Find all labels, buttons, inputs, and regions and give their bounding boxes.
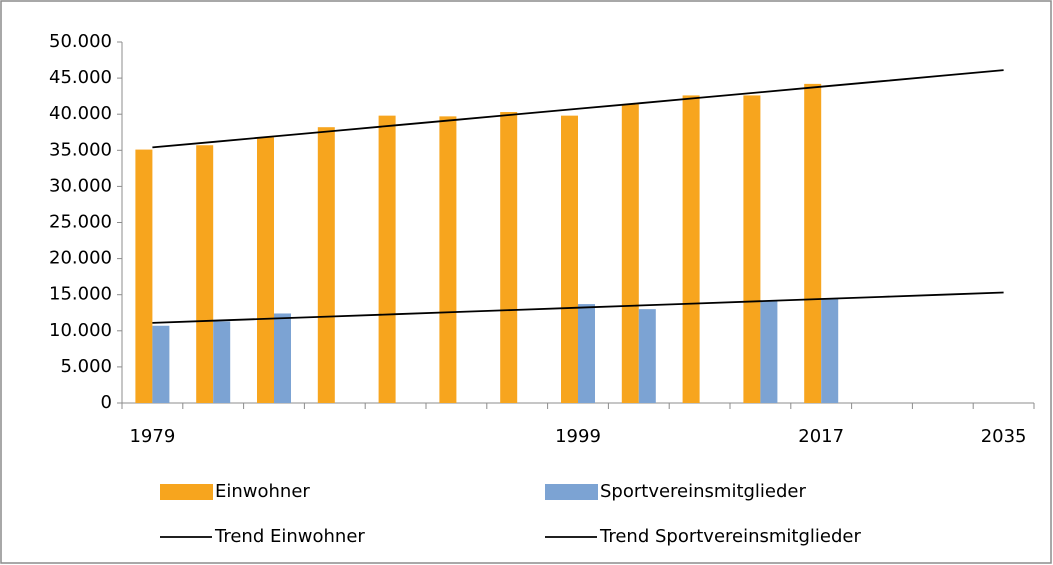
x-tick-label: 1999 — [555, 426, 601, 447]
bar — [378, 115, 396, 404]
y-tick-label: 0 — [101, 392, 112, 413]
bar — [274, 313, 291, 403]
y-tick-label: 45.000 — [49, 67, 112, 88]
bar — [135, 149, 153, 403]
legend-label: Einwohner — [215, 481, 310, 502]
bar — [317, 127, 335, 404]
x-tick-label: 2035 — [981, 426, 1027, 447]
bar — [804, 83, 822, 403]
bar — [578, 304, 595, 403]
y-tick-label: 30.000 — [49, 175, 112, 196]
bar — [152, 325, 170, 403]
bar — [682, 95, 700, 403]
bar — [196, 145, 214, 403]
y-tick-label: 40.000 — [49, 103, 112, 124]
y-tick-label: 50.000 — [49, 31, 112, 52]
bar — [561, 115, 578, 404]
y-tick-label: 5.000 — [60, 356, 112, 377]
x-tick-label: 1979 — [129, 426, 175, 447]
bar — [760, 300, 778, 403]
x-tick-label: 2017 — [798, 426, 844, 447]
bar — [439, 116, 457, 403]
bar — [821, 298, 839, 403]
legend-label: Trend Sportvereinsmitglieder — [599, 526, 861, 547]
y-tick-label: 25.000 — [49, 212, 112, 233]
bar — [621, 104, 639, 403]
bar — [743, 95, 761, 403]
y-tick-label: 10.000 — [49, 320, 112, 341]
bar — [500, 112, 518, 403]
y-tick-label: 20.000 — [49, 248, 112, 269]
bar — [213, 321, 231, 403]
trend-line — [152, 291, 1004, 324]
legend-label: Trend Einwohner — [214, 526, 365, 547]
legend-label: Sportvereinsmitglieder — [600, 481, 807, 502]
legend-swatch — [545, 484, 598, 500]
bar — [638, 309, 656, 403]
bar — [257, 137, 274, 403]
legend-swatch — [160, 484, 213, 500]
trend-line — [152, 69, 1004, 149]
y-tick-label: 35.000 — [49, 139, 112, 160]
y-tick-label: 15.000 — [49, 284, 112, 305]
